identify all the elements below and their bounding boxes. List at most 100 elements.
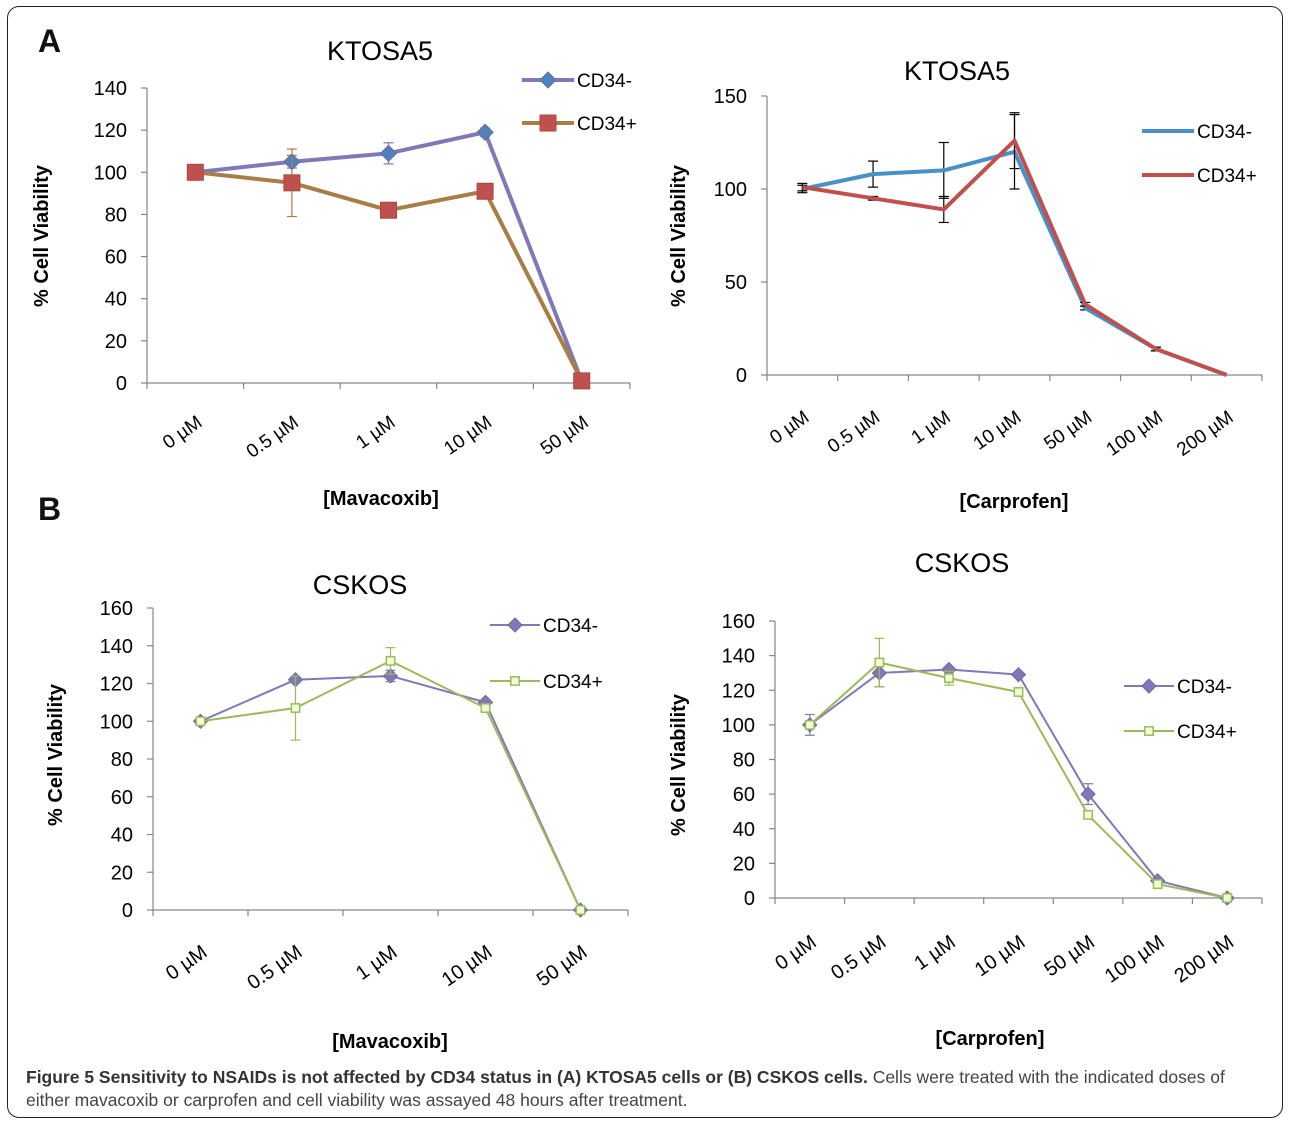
caption-text: Cells were treated with the indicated do… [26,1067,1225,1110]
series-line-cd34-neg [809,668,1228,899]
y-tick-label: 120 [100,674,133,696]
legend-label: CD34+ [543,672,603,693]
x-tick-label: 0 µM [766,407,813,449]
data-point [943,673,954,684]
x-axis-label: [Mavacoxib] [323,488,439,510]
data-point [195,716,206,727]
x-axis-label: [Mavacoxib] [332,1031,448,1053]
x-tick-label: 50 µM [1040,931,1098,981]
x-tick-label: 10 µM [970,407,1026,455]
x-tick-label: 0 µM [771,931,820,975]
chart-cskos-carprofen: 0 20 40 60 80 100 120 140 160 0 µM 0.5 µM 1 µM 10 µM… [668,548,1263,1050]
figure-frame [7,6,1283,1118]
data-point [575,905,586,915]
legend-marker [1141,678,1157,694]
data-point [804,719,815,730]
y-tick-label: 0 [736,365,747,387]
y-tick-label: 100 [722,715,755,737]
data-point [1010,666,1027,683]
legend-marker [539,71,557,89]
y-tick-label: 40 [105,289,127,311]
y-tick-label: 60 [111,787,133,809]
data-point [573,372,591,390]
panel-label-a: A [38,23,61,59]
series-line-cd34-pos [809,661,1228,899]
legend-label: CD34- [543,616,598,637]
y-tick-label: 50 [725,272,747,294]
x-tick-label: 0 µM [159,412,206,454]
y-axis-label: % Cell Viability [668,164,690,307]
caption-title: Figure 5 Sensitivity to NSAIDs is not af… [26,1067,868,1087]
series-line-cd34-pos [802,138,1228,377]
x-tick-label: 50 µM [533,941,591,991]
x-tick-label: 0.5 µM [827,931,890,984]
data-point [1152,879,1163,890]
y-tick-label: 160 [100,598,133,620]
x-tick-label: 50 µM [537,412,593,460]
legend-label: CD34- [1177,677,1232,698]
data-point [476,123,494,141]
y-tick-label: 40 [733,819,755,841]
chart-title: CSKOS [313,570,408,600]
x-tick-label: 200 µM [1170,931,1238,988]
data-point [476,182,494,200]
y-tick-label: 0 [122,900,133,922]
y-tick-label: 60 [733,784,755,806]
series-line-cd34-neg [200,674,582,911]
x-tick-label: 10 µM [438,941,496,991]
chart-cskos-mavacoxib: 0 20 40 60 80 100 120 140 160 0 µM 0.5 µM 1 µM 10 µM… [45,570,629,1053]
panel-label-b: B [38,491,61,527]
x-tick-label: 1 µM [352,412,399,454]
data-point [874,657,885,668]
data-point [283,174,301,192]
figure-caption: Figure 5 Sensitivity to NSAIDs is not af… [26,1066,1271,1112]
data-point [1080,786,1096,802]
y-tick-label: 20 [111,862,133,884]
data-point [1222,893,1233,903]
data-point [380,201,397,219]
x-tick-label: 0.5 µM [243,941,306,994]
x-tick-label: 0.5 µM [243,412,303,463]
data-point [480,703,491,713]
data-point [1083,809,1094,820]
x-tick-label: 50 µM [1040,407,1096,455]
data-point [385,655,396,666]
legend-label: CD34- [1197,122,1252,143]
y-tick-label: 120 [722,680,755,702]
x-tick-label: 10 µM [440,412,496,460]
series-line-cd34-neg [195,130,584,382]
y-tick-label: 140 [94,78,127,100]
y-tick-label: 40 [111,825,133,847]
x-tick-label: 1 µM [910,931,959,975]
legend-label: CD34+ [1197,166,1257,187]
data-point [290,703,301,713]
legend-marker [507,617,523,633]
x-axis-label: [Carprofen] [936,1028,1045,1050]
x-tick-label: 0.5 µM [824,407,884,458]
y-tick-label: 100 [100,711,133,733]
y-axis-label: % Cell Viability [31,164,53,307]
data-point [379,144,398,163]
y-tick-label: 80 [733,750,755,772]
x-axis-label: [Carprofen] [960,491,1069,513]
y-tick-label: 100 [94,162,127,184]
y-tick-label: 80 [105,204,127,226]
legend-label: CD34+ [1177,722,1237,743]
y-tick-label: 100 [714,179,747,201]
y-tick-label: 0 [744,888,755,910]
y-tick-label: 60 [105,247,127,269]
y-axis-label: % Cell Viability [45,683,67,826]
y-tick-label: 160 [722,611,755,633]
chart-ktosa5-carprofen: 0 50 100 150 0 µM 0.5 µM 1 µM 10 µM 50 µM 100 µM 2… [668,56,1263,513]
data-point [186,163,204,181]
y-tick-label: 20 [733,853,755,875]
x-tick-label: 1 µM [908,407,955,449]
data-point [1013,687,1024,697]
legend-marker [1144,726,1154,736]
chart-title: KTOSA5 [327,36,433,66]
x-tick-label: 10 µM [971,931,1029,981]
x-tick-label: 1 µM [352,941,401,985]
legend-marker [539,114,557,132]
x-tick-label: 100 µM [1103,407,1167,461]
